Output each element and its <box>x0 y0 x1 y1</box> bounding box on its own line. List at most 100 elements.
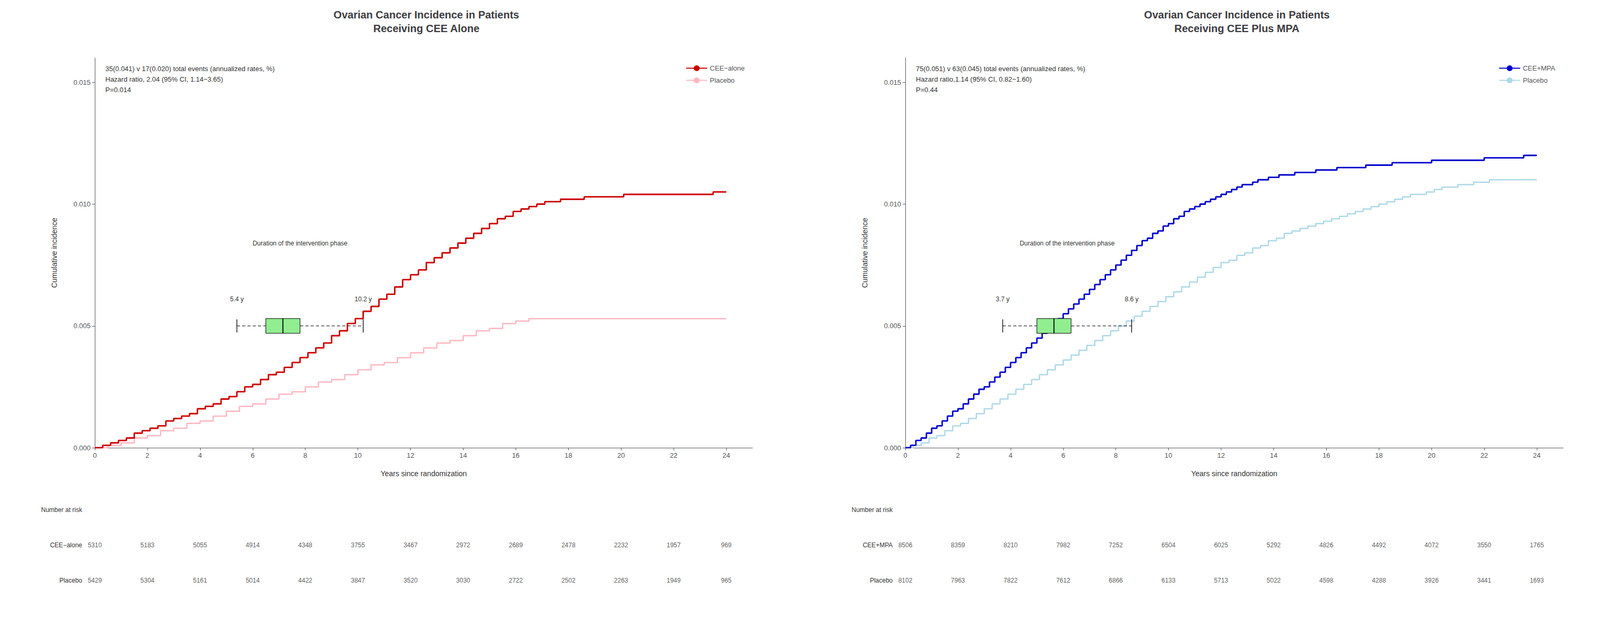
svg-text:6: 6 <box>250 451 255 460</box>
svg-text:0.005: 0.005 <box>883 321 902 330</box>
svg-text:7982: 7982 <box>1055 541 1071 549</box>
svg-text:0.015: 0.015 <box>883 78 902 87</box>
svg-text:2722: 2722 <box>508 576 523 585</box>
svg-text:969: 969 <box>721 541 732 549</box>
svg-text:5055: 5055 <box>192 541 207 549</box>
svg-text:18: 18 <box>1375 451 1383 460</box>
svg-text:P=0.014: P=0.014 <box>105 85 132 94</box>
svg-text:CEE+MPA: CEE+MPA <box>1522 64 1556 73</box>
svg-text:3550: 3550 <box>1477 541 1492 549</box>
svg-text:12: 12 <box>406 451 414 460</box>
svg-text:5183: 5183 <box>140 541 155 549</box>
svg-text:4348: 4348 <box>298 541 313 549</box>
svg-text:7822: 7822 <box>1003 576 1018 585</box>
svg-text:35(0.041) v 17(0.020) total ev: 35(0.041) v 17(0.020) total events (annu… <box>105 64 275 73</box>
svg-text:24: 24 <box>722 451 730 460</box>
svg-text:6866: 6866 <box>1108 576 1123 585</box>
svg-text:8: 8 <box>1113 451 1118 460</box>
svg-text:2502: 2502 <box>561 576 576 585</box>
svg-text:Receiving CEE Plus MPA: Receiving CEE Plus MPA <box>1174 22 1300 35</box>
svg-text:2: 2 <box>955 451 960 460</box>
svg-text:6504: 6504 <box>1161 541 1176 549</box>
svg-text:8506: 8506 <box>898 541 913 549</box>
svg-text:3520: 3520 <box>403 576 418 585</box>
svg-text:Cumulative incidence: Cumulative incidence <box>50 217 59 288</box>
svg-text:7252: 7252 <box>1108 541 1123 549</box>
svg-text:4826: 4826 <box>1319 541 1334 549</box>
svg-text:20: 20 <box>1427 451 1436 460</box>
svg-text:CEE−alone: CEE−alone <box>50 541 83 549</box>
svg-text:10: 10 <box>1164 451 1172 460</box>
svg-text:Years since randomization: Years since randomization <box>380 469 468 478</box>
svg-text:Placebo: Placebo <box>1522 76 1548 85</box>
svg-text:0.015: 0.015 <box>73 78 91 87</box>
svg-text:5292: 5292 <box>1266 541 1281 549</box>
svg-text:5022: 5022 <box>1266 576 1281 585</box>
svg-text:16: 16 <box>511 451 520 460</box>
svg-text:5304: 5304 <box>140 576 155 585</box>
svg-text:Hazard ratio, 2.04 (95% CI, 1.: Hazard ratio, 2.04 (95% CI, 1.14−3.65) <box>105 75 224 84</box>
svg-text:22: 22 <box>1480 451 1488 460</box>
svg-text:8102: 8102 <box>898 576 913 585</box>
svg-text:5429: 5429 <box>87 576 103 585</box>
svg-text:8: 8 <box>303 451 308 460</box>
svg-text:4: 4 <box>198 451 202 460</box>
svg-text:1765: 1765 <box>1529 541 1545 549</box>
svg-text:75(0.051) v 63(0.045) total ev: 75(0.051) v 63(0.045) total events (annu… <box>915 64 1086 73</box>
svg-text:8.6 y: 8.6 y <box>1124 295 1139 303</box>
svg-text:Placebo: Placebo <box>870 576 894 585</box>
svg-text:4914: 4914 <box>245 541 260 549</box>
svg-text:2263: 2263 <box>614 576 629 585</box>
svg-text:Number at risk: Number at risk <box>41 506 83 514</box>
svg-text:14: 14 <box>1269 451 1278 460</box>
svg-text:5310: 5310 <box>87 541 103 549</box>
svg-text:0.010: 0.010 <box>73 200 91 209</box>
svg-text:CEE−alone: CEE−alone <box>709 64 745 73</box>
svg-text:3847: 3847 <box>350 576 365 585</box>
svg-text:10.2 y: 10.2 y <box>354 295 372 303</box>
svg-text:0: 0 <box>903 451 907 460</box>
svg-text:2: 2 <box>145 451 150 460</box>
svg-text:4072: 4072 <box>1424 541 1439 549</box>
svg-text:0.005: 0.005 <box>73 321 91 330</box>
svg-text:0: 0 <box>92 451 97 460</box>
svg-text:Ovarian Cancer Incidence in Pa: Ovarian Cancer Incidence in Patients <box>1143 8 1330 21</box>
svg-text:4422: 4422 <box>298 576 313 585</box>
svg-text:2972: 2972 <box>456 541 471 549</box>
svg-text:6025: 6025 <box>1213 541 1229 549</box>
svg-text:6: 6 <box>1061 451 1065 460</box>
svg-text:3441: 3441 <box>1477 576 1492 585</box>
svg-text:3926: 3926 <box>1424 576 1439 585</box>
svg-text:3030: 3030 <box>456 576 471 585</box>
svg-text:3.7 y: 3.7 y <box>995 295 1010 303</box>
svg-text:5014: 5014 <box>245 576 260 585</box>
svg-text:2232: 2232 <box>614 541 629 549</box>
svg-text:7963: 7963 <box>951 576 966 585</box>
svg-text:Number at risk: Number at risk <box>851 506 894 514</box>
svg-text:1957: 1957 <box>666 541 681 549</box>
svg-text:3755: 3755 <box>350 541 365 549</box>
svg-text:Receiving CEE Alone: Receiving CEE Alone <box>373 22 480 35</box>
svg-text:5713: 5713 <box>1213 576 1229 585</box>
svg-text:24: 24 <box>1533 451 1541 460</box>
svg-text:7612: 7612 <box>1055 576 1071 585</box>
svg-text:Placebo: Placebo <box>59 576 83 585</box>
svg-text:8359: 8359 <box>951 541 966 549</box>
svg-text:Hazard ratio,1.14 (95% CI, 0.8: Hazard ratio,1.14 (95% CI, 0.82−1.60) <box>915 75 1032 84</box>
svg-text:CEE+MPA: CEE+MPA <box>862 541 893 549</box>
svg-text:22: 22 <box>669 451 678 460</box>
svg-text:0.000: 0.000 <box>73 443 91 452</box>
svg-text:Placebo: Placebo <box>709 76 735 85</box>
svg-text:0.010: 0.010 <box>883 200 902 209</box>
svg-text:4492: 4492 <box>1371 541 1387 549</box>
svg-text:14: 14 <box>459 451 467 460</box>
svg-text:20: 20 <box>617 451 625 460</box>
svg-text:965: 965 <box>721 576 732 585</box>
svg-text:5161: 5161 <box>192 576 207 585</box>
svg-text:Duration of the intervention p: Duration of the intervention phase <box>1019 239 1115 248</box>
svg-text:4: 4 <box>1008 451 1013 460</box>
svg-text:2478: 2478 <box>561 541 576 549</box>
svg-text:3467: 3467 <box>403 541 418 549</box>
svg-text:10: 10 <box>353 451 362 460</box>
svg-text:5.4 y: 5.4 y <box>230 295 244 303</box>
